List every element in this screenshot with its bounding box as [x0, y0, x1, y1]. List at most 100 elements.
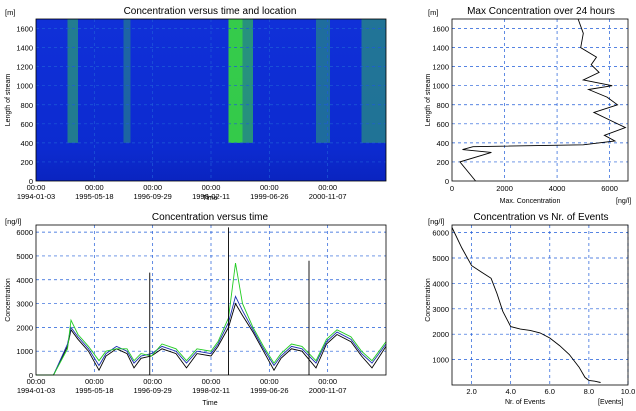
timeseries-x-tick-date: 1996-09-29 — [133, 386, 171, 395]
timeseries-y-tick: 1000 — [16, 347, 33, 356]
profile-y-tick: 1600 — [432, 25, 449, 34]
profile-x-unit: [ng/l] — [616, 198, 631, 205]
heatmap-x-tick-date: 1994-01-03 — [17, 192, 55, 201]
heatmap-y-tick: 200 — [20, 158, 33, 167]
profile-y-tick: 200 — [436, 158, 449, 167]
profile-y-label: Length of stream — [425, 74, 432, 127]
profile-y-tick: 0 — [445, 177, 449, 186]
heatmap-band — [316, 19, 330, 143]
profile-y-tick: 1400 — [432, 44, 449, 53]
profile-y-tick: 1200 — [432, 63, 449, 72]
events-y-tick: 2000 — [432, 330, 449, 339]
heatmap-panel: Concentration versus time and location [… — [5, 6, 387, 202]
profile-area — [452, 19, 628, 181]
profile-x-tick: 4000 — [549, 184, 566, 193]
heatmap-x-tick-date: 1998-02-11 — [192, 192, 230, 201]
events-panel: Concentration vs Nr. of Events [ng/l] Co… — [425, 212, 635, 406]
heatmap-y-tick: 1400 — [16, 44, 33, 53]
profile-y-tick: 400 — [436, 139, 449, 148]
timeseries-x-tick-date: 2000-11-07 — [309, 386, 347, 395]
profile-x-tick: 0 — [450, 184, 454, 193]
heatmap-x-label: Time — [202, 195, 217, 202]
events-y-tick: 4000 — [432, 279, 449, 288]
heatmap-x-tick-time: 00:00 — [318, 183, 337, 192]
profile-x-label: Max. Concentration — [500, 198, 561, 205]
timeseries-y-tick: 6000 — [16, 228, 33, 237]
heatmap-x-tick-date: 1999-06-26 — [250, 192, 288, 201]
timeseries-y-tick: 5000 — [16, 252, 33, 261]
heatmap-y-label: Length of stream — [5, 74, 12, 127]
profile-y-unit: [m] — [428, 8, 438, 17]
profile-title: Max Concentration over 24 hours — [467, 6, 615, 17]
timeseries-y-tick: 2000 — [16, 323, 33, 332]
profile-y-tick: 1000 — [432, 82, 449, 91]
heatmap-band — [228, 19, 243, 143]
heatmap-y-tick: 400 — [20, 139, 33, 148]
heatmap-x-tick-time: 00:00 — [27, 183, 46, 192]
events-x-unit: [Events] — [598, 399, 623, 406]
events-x-tick: 4.0 — [505, 387, 515, 396]
timeseries-y-tick: 4000 — [16, 276, 33, 285]
profile-series-line — [459, 18, 627, 182]
events-y-tick: 5000 — [432, 254, 449, 263]
events-x-tick: 6.0 — [545, 387, 555, 396]
timeseries-y-tick: 0 — [29, 371, 33, 380]
timeseries-x-tick-time: 00:00 — [143, 377, 162, 386]
heatmap-x-tick-date: 1996-09-29 — [133, 192, 171, 201]
events-y-unit: [ng/l] — [428, 217, 444, 226]
timeseries-frame — [35, 224, 387, 376]
timeseries-y-tick: 3000 — [16, 300, 33, 309]
timeseries-x-tick-time: 00:00 — [318, 377, 337, 386]
timeseries-series-line — [36, 302, 387, 376]
heatmap-band — [67, 19, 78, 143]
heatmap-band — [242, 19, 253, 143]
timeseries-y-unit: [ng/l] — [5, 217, 21, 226]
timeseries-x-tick-time: 00:00 — [260, 377, 279, 386]
heatmap-x-tick-date: 1995-05-18 — [75, 192, 113, 201]
events-x-tick: 10.0 — [621, 387, 636, 396]
events-x-label: Nr. of Events — [505, 399, 546, 406]
timeseries-x-tick-date: 1995-05-18 — [75, 386, 113, 395]
profile-panel: Max Concentration over 24 hours [m] Leng… — [425, 6, 631, 205]
events-series-line — [451, 227, 601, 383]
timeseries-x-tick-date: 1999-06-26 — [250, 386, 288, 395]
heatmap-y-tick: 600 — [20, 120, 33, 129]
heatmap-y-unit: [m] — [5, 8, 15, 17]
events-frame — [451, 224, 629, 386]
events-y-tick: 1000 — [432, 356, 449, 365]
heatmap-band — [361, 19, 386, 143]
heatmap-y-tick: 1600 — [16, 25, 33, 34]
profile-x-tick: 2000 — [496, 184, 513, 193]
timeseries-x-label: Time — [202, 400, 217, 407]
timeseries-y-label: Concentration — [5, 278, 12, 322]
heatmap-y-tick: 800 — [20, 101, 33, 110]
events-y-label: Concentration — [425, 278, 432, 322]
events-area — [452, 225, 628, 385]
timeseries-series-line — [36, 263, 387, 376]
timeseries-x-tick-time: 00:00 — [202, 377, 221, 386]
profile-y-tick: 800 — [436, 101, 449, 110]
heatmap-y-tick: 0 — [29, 177, 33, 186]
heatmap-frame — [35, 18, 387, 182]
heatmap-y-tick: 1000 — [16, 82, 33, 91]
events-x-tick: 2.0 — [466, 387, 476, 396]
heatmap-x-tick-time: 00:00 — [202, 183, 221, 192]
timeseries-series-line — [36, 295, 387, 376]
events-x-tick: 8.0 — [584, 387, 594, 396]
profile-x-tick: 6000 — [601, 184, 618, 193]
events-y-tick: 3000 — [432, 305, 449, 314]
timeseries-x-tick-time: 00:00 — [27, 377, 46, 386]
heatmap-x-tick-time: 00:00 — [260, 183, 279, 192]
heatmap-x-tick-date: 2000-11-07 — [309, 192, 347, 201]
heatmap-x-tick-time: 00:00 — [85, 183, 104, 192]
timeseries-panel: Concentration versus time [ng/l] Concent… — [5, 212, 387, 407]
timeseries-x-tick-time: 00:00 — [85, 377, 104, 386]
timeseries-title: Concentration versus time — [152, 212, 269, 223]
heatmap-title: Concentration versus time and location — [124, 6, 297, 17]
profile-frame — [451, 18, 629, 182]
heatmap-band — [123, 19, 131, 143]
events-y-tick: 6000 — [432, 229, 449, 238]
timeseries-x-tick-date: 1998-02-11 — [192, 386, 230, 395]
